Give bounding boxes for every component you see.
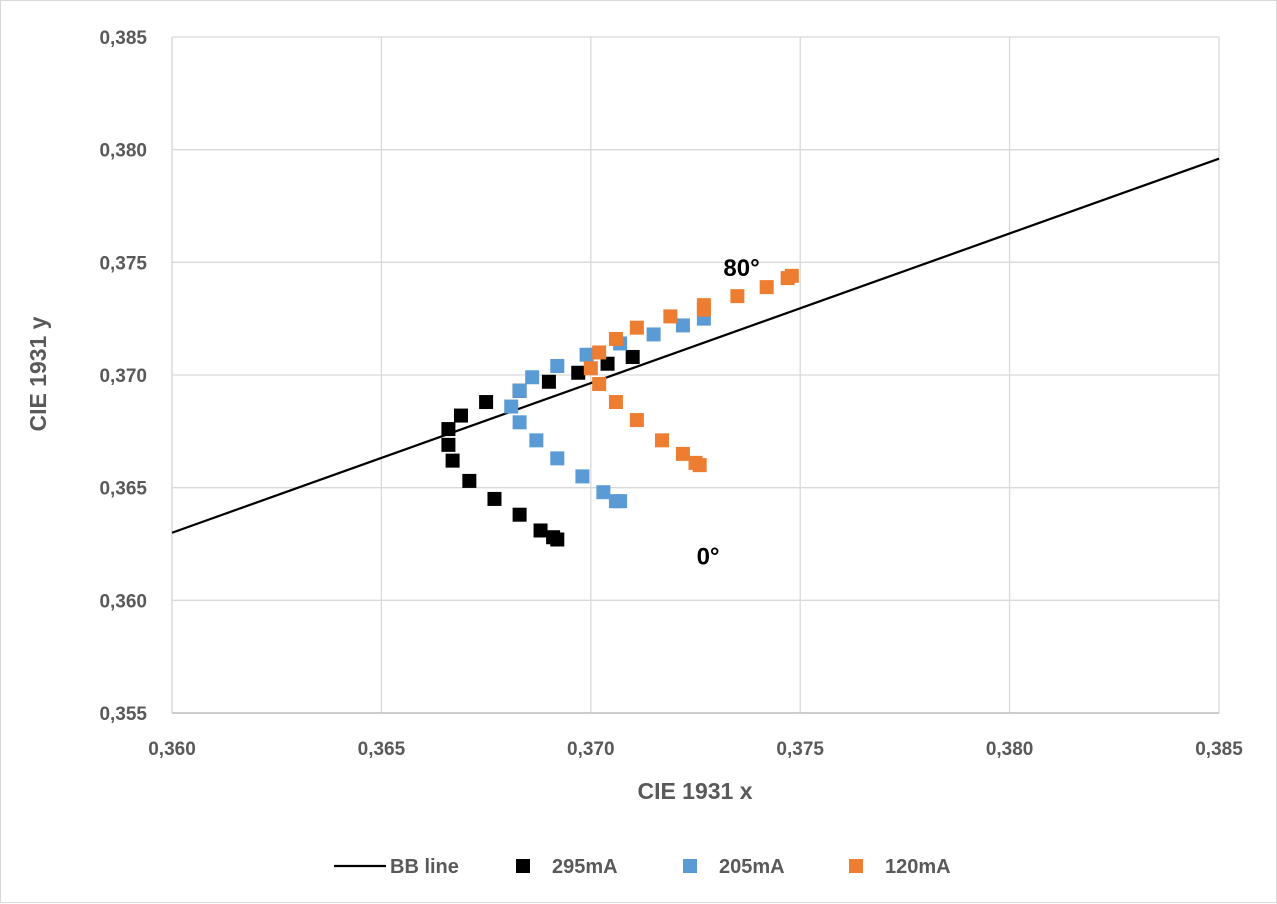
data-point [546,530,561,545]
legend-label: BB line [390,856,459,878]
legend-swatch [683,859,697,873]
x-tick-label: 0,385 [1195,739,1243,760]
data-point [696,298,711,313]
legend-swatch [849,859,863,873]
data-point [445,453,460,468]
data-point [596,485,611,500]
data-point [608,395,623,410]
x-tick-label: 0,370 [567,739,615,760]
series-295ma [441,349,640,547]
legend-label: 295mA [552,856,618,878]
series-120ma [583,268,799,473]
data-point [453,408,468,423]
series-bb-line [171,157,1220,534]
x-tick-label: 0,375 [776,739,824,760]
data-point [571,365,586,380]
x-tick-label: 0,360 [148,739,196,760]
data-point [575,469,590,484]
legend: BB line 295mA 205mA 120mA [334,856,951,878]
data-point [663,309,678,324]
data-point [512,415,527,430]
data-point [529,433,544,448]
series-205ma [504,311,711,509]
data-point [579,347,594,362]
y-axis-title: CIE 1931 y [25,316,51,431]
data-point [784,268,799,283]
data-point [608,494,623,509]
data-point [654,433,669,448]
data-point [512,383,527,398]
data-point [487,491,502,506]
y-axis-tick-labels: 0,355 0,360 0,365 0,370 0,375 0,380 0,385 [99,28,147,725]
annotation-label: 0° [697,543,720,570]
series-layer [171,157,1220,547]
data-point [550,358,565,373]
data-point [629,320,644,335]
data-point [730,289,745,304]
y-tick-label: 0,355 [99,704,147,725]
data-point [462,473,477,488]
y-tick-label: 0,365 [99,479,147,500]
data-point [675,318,690,333]
data-point [625,349,640,364]
data-point [441,437,456,452]
data-point [533,523,548,538]
x-axis-tick-labels: 0,360 0,365 0,370 0,375 0,380 0,385 [148,739,1243,760]
legend-item: 205mA [683,856,785,878]
legend-item: BB line [334,856,459,878]
y-tick-label: 0,375 [99,253,147,274]
legend-item: 120mA [849,856,951,878]
y-tick-label: 0,370 [99,366,147,387]
data-point [479,395,494,410]
data-point [592,377,607,392]
x-tick-label: 0,365 [358,739,406,760]
annotations: 80° 0° [697,255,760,570]
x-axis-title: CIE 1931 x [637,778,752,804]
legend-label: 205mA [719,856,785,878]
legend-swatch [516,859,530,873]
data-point [675,446,690,461]
data-point [688,455,703,470]
data-point [629,413,644,428]
data-point [759,280,774,295]
data-point [550,451,565,466]
data-point [441,422,456,437]
data-point [504,399,519,414]
bb-line [171,157,1220,534]
plot-area-border [171,37,1219,714]
x-tick-label: 0,380 [986,739,1034,760]
data-point [600,356,615,371]
data-point [608,331,623,346]
y-tick-label: 0,360 [99,591,147,612]
data-point [512,507,527,522]
data-point [646,327,661,342]
legend-item: 295mA [516,856,618,878]
grid-lines [171,36,1220,714]
data-point [525,370,540,385]
legend-label: 120mA [885,856,951,878]
data-point [592,345,607,360]
data-point [583,361,598,376]
annotation-label: 80° [723,255,759,282]
y-tick-label: 0,385 [99,28,147,49]
y-tick-label: 0,380 [99,141,147,162]
data-point [541,374,556,389]
